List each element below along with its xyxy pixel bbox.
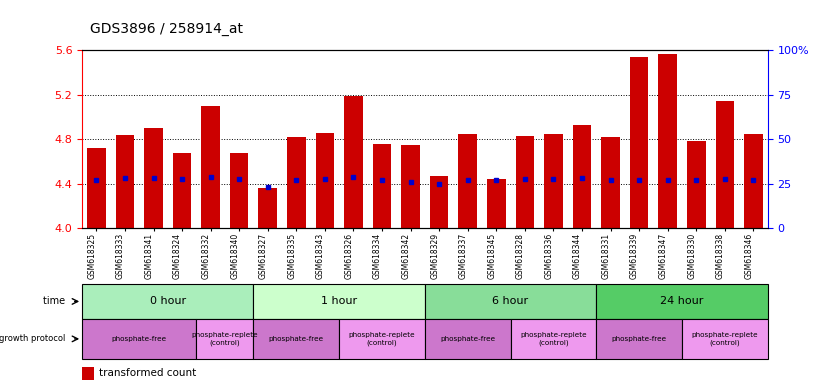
Text: GSM618335: GSM618335 xyxy=(287,233,296,279)
Text: 0 hour: 0 hour xyxy=(149,296,186,306)
Text: phosphate-free: phosphate-free xyxy=(440,336,495,342)
Bar xyxy=(516,136,534,228)
Text: GSM618339: GSM618339 xyxy=(630,233,639,279)
Bar xyxy=(287,137,305,228)
Bar xyxy=(682,319,768,359)
Text: phosphate-replete
(control): phosphate-replete (control) xyxy=(349,332,415,346)
Bar xyxy=(596,284,768,319)
Bar xyxy=(172,152,191,228)
Text: GSM618329: GSM618329 xyxy=(430,233,439,279)
Bar xyxy=(82,367,94,380)
Text: phosphate-replete
(control): phosphate-replete (control) xyxy=(520,332,587,346)
Text: GSM618340: GSM618340 xyxy=(230,233,239,279)
Bar xyxy=(716,101,734,228)
Text: GDS3896 / 258914_at: GDS3896 / 258914_at xyxy=(90,23,243,36)
Bar xyxy=(430,176,448,228)
Text: GSM618337: GSM618337 xyxy=(459,233,468,279)
Text: GSM618330: GSM618330 xyxy=(687,233,696,279)
Bar xyxy=(344,96,363,228)
Text: GSM618327: GSM618327 xyxy=(259,233,268,279)
Text: GSM618345: GSM618345 xyxy=(488,233,496,279)
Text: GSM618347: GSM618347 xyxy=(658,233,667,279)
Text: GSM618346: GSM618346 xyxy=(745,233,754,279)
Bar xyxy=(87,148,106,228)
Text: GSM618333: GSM618333 xyxy=(116,233,125,279)
Bar xyxy=(373,144,392,228)
Text: GSM618328: GSM618328 xyxy=(516,233,525,279)
Bar xyxy=(596,319,682,359)
Text: growth protocol: growth protocol xyxy=(0,334,68,343)
Bar xyxy=(744,134,763,228)
Bar xyxy=(144,128,163,228)
Bar xyxy=(487,179,506,228)
Text: 6 hour: 6 hour xyxy=(493,296,529,306)
Text: 24 hour: 24 hour xyxy=(660,296,704,306)
Bar xyxy=(458,134,477,228)
Text: phosphate-free: phosphate-free xyxy=(268,336,324,342)
Text: GSM618344: GSM618344 xyxy=(573,233,582,279)
Bar xyxy=(401,145,420,228)
Bar xyxy=(425,284,596,319)
Text: phosphate-free: phosphate-free xyxy=(612,336,667,342)
Bar xyxy=(230,152,249,228)
Bar xyxy=(339,319,425,359)
Bar xyxy=(201,106,220,228)
Bar xyxy=(511,319,596,359)
Bar xyxy=(315,132,334,228)
Bar xyxy=(573,125,591,228)
Bar xyxy=(254,284,425,319)
Text: phosphate-replete
(control): phosphate-replete (control) xyxy=(191,332,259,346)
Bar xyxy=(82,319,196,359)
Text: GSM618341: GSM618341 xyxy=(144,233,154,279)
Text: phosphate-replete
(control): phosphate-replete (control) xyxy=(691,332,758,346)
Bar xyxy=(658,55,677,228)
Text: time: time xyxy=(44,296,68,306)
Bar xyxy=(687,141,705,228)
Bar xyxy=(116,135,134,228)
Bar xyxy=(82,284,254,319)
Text: transformed count: transformed count xyxy=(99,368,196,378)
Text: GSM618325: GSM618325 xyxy=(87,233,96,279)
Text: GSM618331: GSM618331 xyxy=(602,233,611,279)
Bar xyxy=(601,137,620,228)
Bar xyxy=(425,319,511,359)
Text: GSM618342: GSM618342 xyxy=(401,233,410,279)
Text: GSM618338: GSM618338 xyxy=(716,233,725,279)
Bar xyxy=(196,319,254,359)
Bar xyxy=(254,319,339,359)
Text: 1 hour: 1 hour xyxy=(321,296,357,306)
Text: GSM618343: GSM618343 xyxy=(316,233,325,279)
Bar xyxy=(630,56,649,228)
Text: GSM618336: GSM618336 xyxy=(544,233,553,279)
Text: GSM618332: GSM618332 xyxy=(202,233,211,279)
Text: GSM618324: GSM618324 xyxy=(173,233,182,279)
Text: GSM618326: GSM618326 xyxy=(345,233,354,279)
Bar xyxy=(544,134,562,228)
Text: phosphate-free: phosphate-free xyxy=(112,336,167,342)
Text: GSM618334: GSM618334 xyxy=(373,233,382,279)
Bar xyxy=(259,188,277,228)
